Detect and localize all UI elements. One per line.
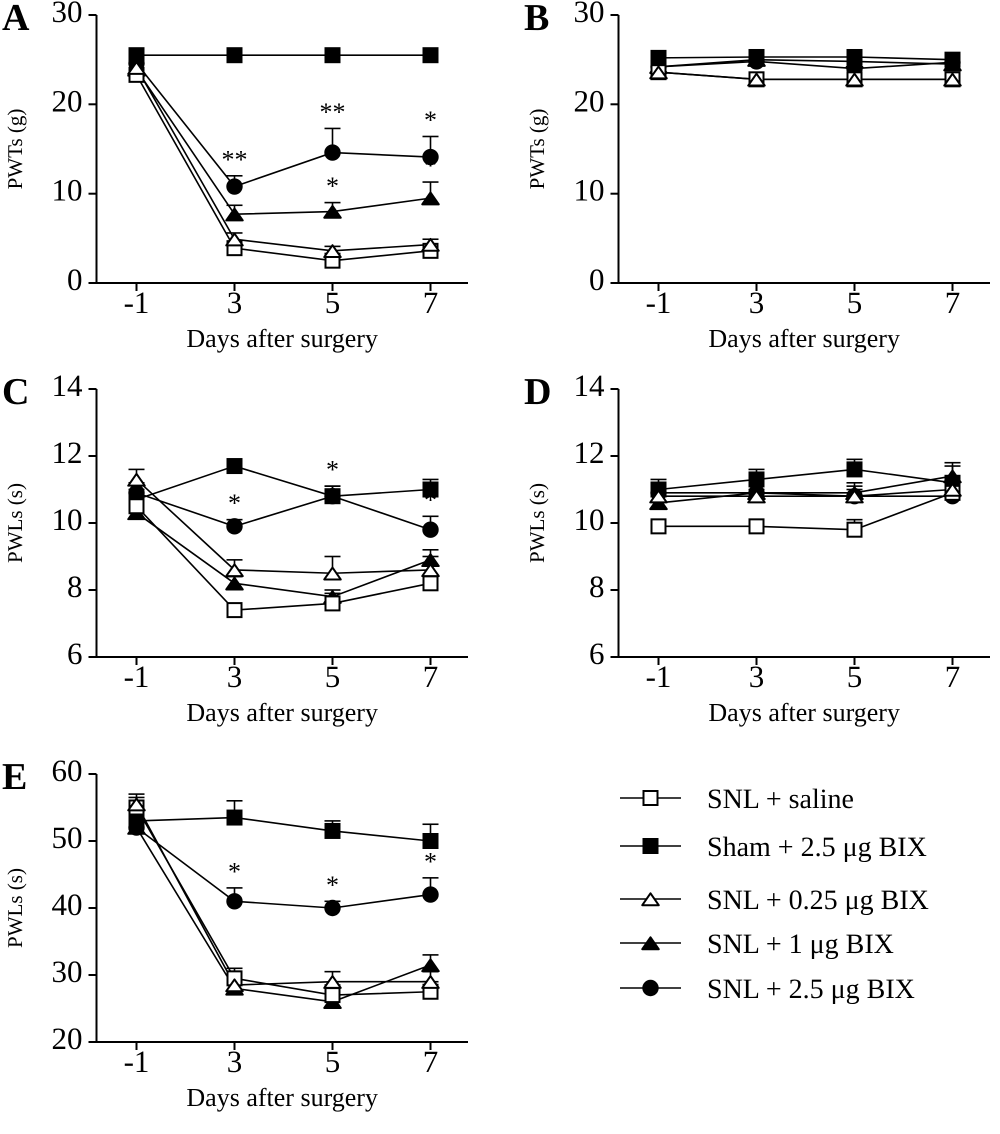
svg-text:7: 7 [945,659,961,694]
svg-text:6: 6 [589,636,605,671]
svg-text:Sham + 2.5 μg BIX: Sham + 2.5 μg BIX [707,832,927,863]
svg-text:SNL + saline: SNL + saline [707,784,854,815]
svg-text:0: 0 [67,262,83,297]
svg-text:E: E [2,759,27,798]
svg-text:12: 12 [52,435,83,470]
svg-text:5: 5 [847,285,863,320]
svg-text:PWLs (s): PWLs (s) [3,483,27,563]
svg-text:40: 40 [52,887,83,922]
svg-text:10: 10 [52,502,83,537]
svg-text:*: * [228,489,241,518]
svg-text:Days after surgery: Days after surgery [186,1083,378,1112]
svg-text:D: D [524,374,551,413]
svg-text:10: 10 [574,502,605,537]
svg-text:0: 0 [589,262,605,297]
svg-text:5: 5 [325,1044,341,1079]
svg-text:-1: -1 [124,659,150,694]
svg-text:PWLs (s): PWLs (s) [525,483,549,563]
svg-text:6: 6 [67,636,83,671]
svg-text:8: 8 [67,569,83,604]
svg-text:*: * [424,485,437,514]
svg-text:3: 3 [227,659,243,694]
svg-text:*: * [228,857,241,886]
svg-text:7: 7 [423,285,439,320]
svg-text:50: 50 [52,820,83,855]
svg-text:3: 3 [227,285,243,320]
svg-text:SNL + 0.25 μg BIX: SNL + 0.25 μg BIX [707,885,929,916]
svg-text:-1: -1 [124,285,150,320]
svg-text:*: * [424,151,437,180]
svg-text:5: 5 [847,659,863,694]
svg-text:3: 3 [227,1044,243,1079]
svg-text:*: * [424,106,437,135]
svg-text:*: * [228,174,241,203]
svg-text:*: * [424,847,437,876]
svg-text:Days after surgery: Days after surgery [186,324,378,353]
svg-text:5: 5 [325,285,341,320]
svg-text:14: 14 [574,374,606,403]
svg-text:Days after surgery: Days after surgery [186,698,378,727]
svg-text:5: 5 [325,659,341,694]
svg-text:7: 7 [945,285,961,320]
svg-text:60: 60 [52,759,83,788]
svg-text:14: 14 [52,374,84,403]
svg-text:-1: -1 [646,285,672,320]
svg-text:30: 30 [574,0,605,29]
svg-text:10: 10 [574,173,605,208]
svg-text:SNL + 1 μg BIX: SNL + 1 μg BIX [707,929,894,960]
svg-text:-1: -1 [646,659,672,694]
svg-text:SNL + 2.5 μg BIX: SNL + 2.5 μg BIX [707,974,915,1005]
svg-text:20: 20 [52,1021,83,1056]
svg-text:20: 20 [52,83,83,118]
svg-text:*: * [326,870,339,899]
svg-text:A: A [2,0,30,39]
svg-text:*: * [326,172,339,201]
svg-text:30: 30 [52,954,83,989]
svg-text:PWTs (g): PWTs (g) [525,109,549,190]
svg-text:12: 12 [574,435,605,470]
svg-text:3: 3 [749,285,765,320]
svg-text:C: C [2,374,29,413]
svg-text:B: B [524,0,549,39]
svg-text:8: 8 [589,569,605,604]
svg-text:7: 7 [423,659,439,694]
svg-text:**: ** [320,98,346,127]
svg-text:10: 10 [52,173,83,208]
svg-text:PWTs (g): PWTs (g) [3,109,27,190]
svg-text:7: 7 [423,1044,439,1079]
svg-text:PWLs (s): PWLs (s) [3,868,27,948]
svg-text:Days after surgery: Days after surgery [708,324,900,353]
svg-text:-1: -1 [124,1044,150,1079]
svg-text:**: ** [222,145,248,174]
svg-text:30: 30 [52,0,83,29]
svg-text:*: * [326,455,339,484]
svg-text:20: 20 [574,83,605,118]
svg-text:Days after surgery: Days after surgery [708,698,900,727]
svg-text:3: 3 [749,659,765,694]
